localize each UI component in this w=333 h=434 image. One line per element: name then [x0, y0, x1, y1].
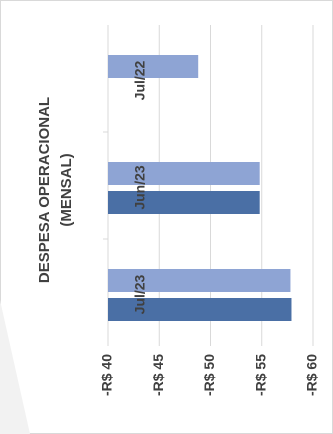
category-label: Jul/22 [132, 60, 148, 100]
bar [108, 55, 199, 78]
decoration [0, 300, 30, 434]
x-tick-label: -R$ 60 [304, 354, 320, 396]
chart-title: DESPESA OPERACIONAL [36, 97, 53, 283]
title-group: DESPESA OPERACIONAL (MENSAL) [36, 97, 75, 283]
category-label: Jul/23 [132, 274, 148, 314]
bar [108, 162, 260, 185]
x-tick-label: -R$ 40 [99, 354, 115, 396]
x-tick-label: -R$ 55 [252, 354, 268, 396]
category-label: Jun/23 [132, 165, 148, 210]
bar [108, 191, 260, 214]
x-tick-label: -R$ 50 [201, 354, 217, 396]
bar [108, 269, 291, 292]
chart-title: (MENSAL) [58, 153, 75, 226]
bar [108, 298, 292, 321]
x-tick-label: -R$ 45 [150, 354, 166, 396]
